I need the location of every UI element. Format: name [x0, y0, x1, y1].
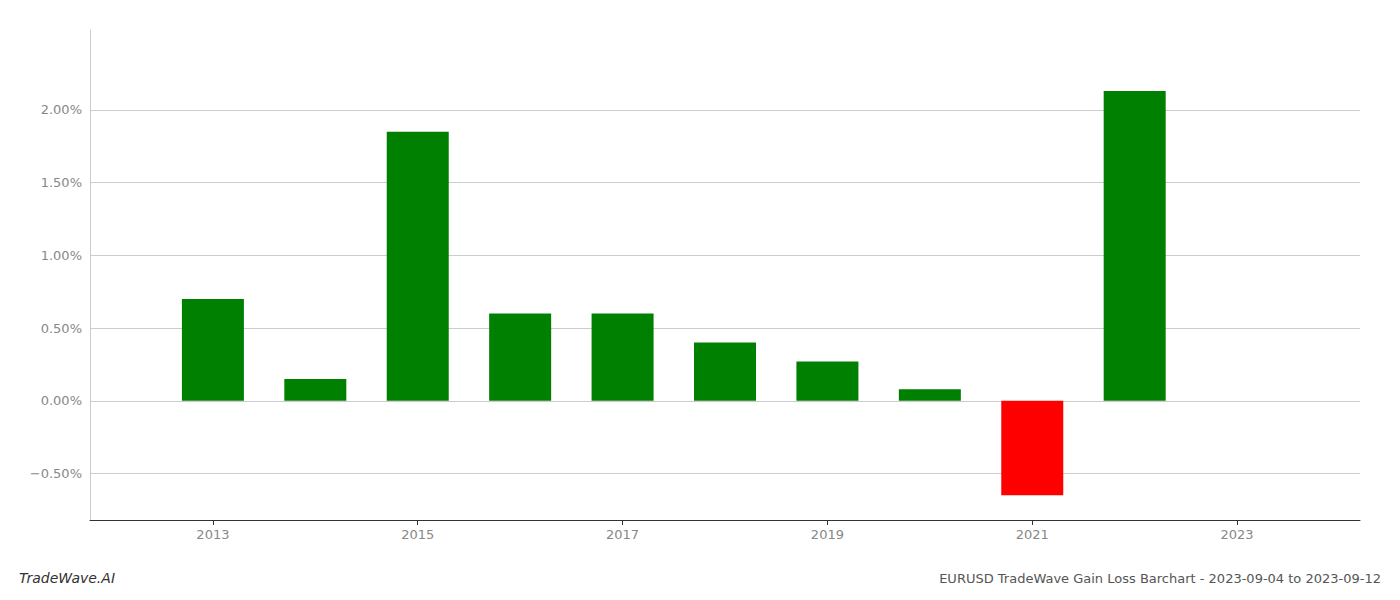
svg-text:2019: 2019: [811, 527, 844, 542]
svg-text:0.00%: 0.00%: [41, 393, 82, 408]
svg-text:EURUSD TradeWave Gain Loss Bar: EURUSD TradeWave Gain Loss Barchart - 20…: [939, 571, 1381, 586]
svg-text:1.50%: 1.50%: [41, 175, 82, 190]
svg-text:2013: 2013: [196, 527, 229, 542]
svg-text:2017: 2017: [606, 527, 639, 542]
svg-text:−0.50%: −0.50%: [30, 466, 82, 481]
svg-text:2023: 2023: [1221, 527, 1254, 542]
svg-text:2.00%: 2.00%: [41, 102, 82, 117]
svg-text:1.00%: 1.00%: [41, 248, 82, 263]
svg-text:2015: 2015: [401, 527, 434, 542]
svg-text:2021: 2021: [1016, 527, 1049, 542]
svg-text:TradeWave.AI: TradeWave.AI: [19, 570, 115, 586]
svg-text:0.50%: 0.50%: [41, 321, 82, 336]
